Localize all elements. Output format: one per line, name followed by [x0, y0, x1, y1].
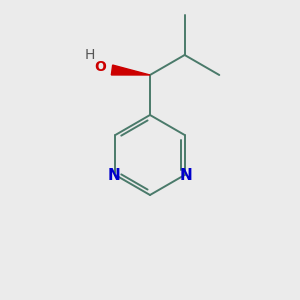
Text: O: O — [94, 60, 106, 74]
Text: H: H — [85, 48, 95, 62]
Text: N: N — [108, 169, 121, 184]
Polygon shape — [111, 65, 150, 75]
Text: N: N — [179, 169, 192, 184]
